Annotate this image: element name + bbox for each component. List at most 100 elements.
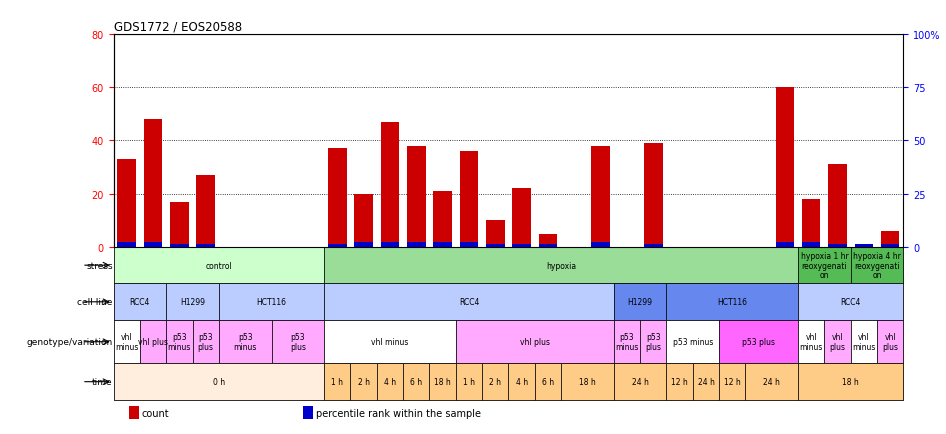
Bar <box>824 320 850 364</box>
Bar <box>114 364 324 400</box>
Text: hypoxia 4 hr
reoxygenati
on: hypoxia 4 hr reoxygenati on <box>853 251 901 280</box>
Text: p53
plus: p53 plus <box>289 332 306 351</box>
Bar <box>140 320 166 364</box>
Bar <box>539 234 557 247</box>
Bar <box>114 284 166 320</box>
Bar <box>377 364 403 400</box>
Text: p53
minus: p53 minus <box>615 332 639 351</box>
Bar <box>534 364 561 400</box>
Bar <box>640 320 666 364</box>
Bar <box>855 245 873 247</box>
Bar <box>324 284 614 320</box>
Text: RCC4: RCC4 <box>841 298 861 306</box>
Bar <box>407 146 426 247</box>
Bar <box>482 364 509 400</box>
Bar <box>692 364 719 400</box>
Bar <box>170 202 188 247</box>
Bar <box>114 320 140 364</box>
Text: 1 h: 1 h <box>331 377 343 386</box>
Bar <box>166 320 193 364</box>
Text: 24 h: 24 h <box>697 377 714 386</box>
Text: p53
plus: p53 plus <box>198 332 214 351</box>
Bar <box>170 245 188 247</box>
Text: 4 h: 4 h <box>384 377 396 386</box>
Text: 6 h: 6 h <box>411 377 422 386</box>
Bar <box>166 284 219 320</box>
Bar <box>798 284 903 320</box>
Bar <box>666 320 719 364</box>
Bar <box>456 364 482 400</box>
Bar <box>802 242 820 247</box>
Bar <box>328 245 346 247</box>
Text: cell line: cell line <box>78 298 113 306</box>
Text: percentile rank within the sample: percentile rank within the sample <box>316 408 481 418</box>
Bar <box>486 245 504 247</box>
Bar <box>877 320 903 364</box>
Text: p53
plus: p53 plus <box>645 332 661 351</box>
Text: hypoxia 1 hr
reoxygenati
on: hypoxia 1 hr reoxygenati on <box>800 251 849 280</box>
Bar <box>429 364 456 400</box>
Text: p53 minus: p53 minus <box>673 338 713 346</box>
Bar <box>614 364 666 400</box>
Text: GDS1772 / EOS20588: GDS1772 / EOS20588 <box>114 20 241 33</box>
Text: p53 plus: p53 plus <box>742 338 775 346</box>
Text: stress: stress <box>86 261 113 270</box>
Bar <box>798 320 824 364</box>
Bar <box>666 284 798 320</box>
Bar <box>460 242 478 247</box>
Bar <box>219 284 324 320</box>
Text: vhl
plus: vhl plus <box>883 332 899 351</box>
Bar <box>614 320 640 364</box>
Bar <box>193 320 219 364</box>
Text: 24 h: 24 h <box>763 377 780 386</box>
Text: 18 h: 18 h <box>842 377 859 386</box>
Text: hypoxia: hypoxia <box>546 261 576 270</box>
Bar <box>407 242 426 247</box>
Text: HCT116: HCT116 <box>256 298 287 306</box>
Text: 4 h: 4 h <box>516 377 528 386</box>
Text: RCC4: RCC4 <box>459 298 480 306</box>
Bar <box>798 364 903 400</box>
Bar <box>666 364 692 400</box>
Text: 6 h: 6 h <box>542 377 554 386</box>
Text: genotype/variation: genotype/variation <box>26 338 113 346</box>
Bar <box>460 151 478 247</box>
Text: 12 h: 12 h <box>672 377 688 386</box>
Text: vhl
minus: vhl minus <box>115 332 138 351</box>
Text: control: control <box>205 261 232 270</box>
Bar <box>644 144 662 247</box>
Text: vhl minus: vhl minus <box>371 338 409 346</box>
Text: 2 h: 2 h <box>489 377 501 386</box>
Bar <box>614 284 666 320</box>
Bar <box>324 320 456 364</box>
Bar <box>719 320 798 364</box>
Text: H1299: H1299 <box>627 298 653 306</box>
Bar <box>539 245 557 247</box>
Bar <box>513 189 531 247</box>
Text: vhl
plus: vhl plus <box>830 332 846 351</box>
Bar <box>355 194 373 247</box>
Bar <box>350 364 377 400</box>
Bar <box>850 320 877 364</box>
Bar <box>403 364 429 400</box>
Bar <box>219 320 272 364</box>
Bar <box>117 242 136 247</box>
Text: HCT116: HCT116 <box>717 298 747 306</box>
Bar <box>798 247 850 284</box>
Bar <box>829 245 847 247</box>
Bar <box>591 242 610 247</box>
Bar <box>881 245 900 247</box>
Bar <box>324 247 798 284</box>
Text: vhl plus: vhl plus <box>138 338 168 346</box>
Text: 2 h: 2 h <box>358 377 370 386</box>
Text: 0 h: 0 h <box>213 377 225 386</box>
Bar <box>776 242 794 247</box>
Bar <box>591 146 610 247</box>
Text: time: time <box>92 377 113 386</box>
Bar <box>303 406 312 419</box>
Bar <box>486 221 504 247</box>
Bar <box>509 364 534 400</box>
Bar <box>117 160 136 247</box>
Bar <box>144 120 162 247</box>
Text: 12 h: 12 h <box>724 377 741 386</box>
